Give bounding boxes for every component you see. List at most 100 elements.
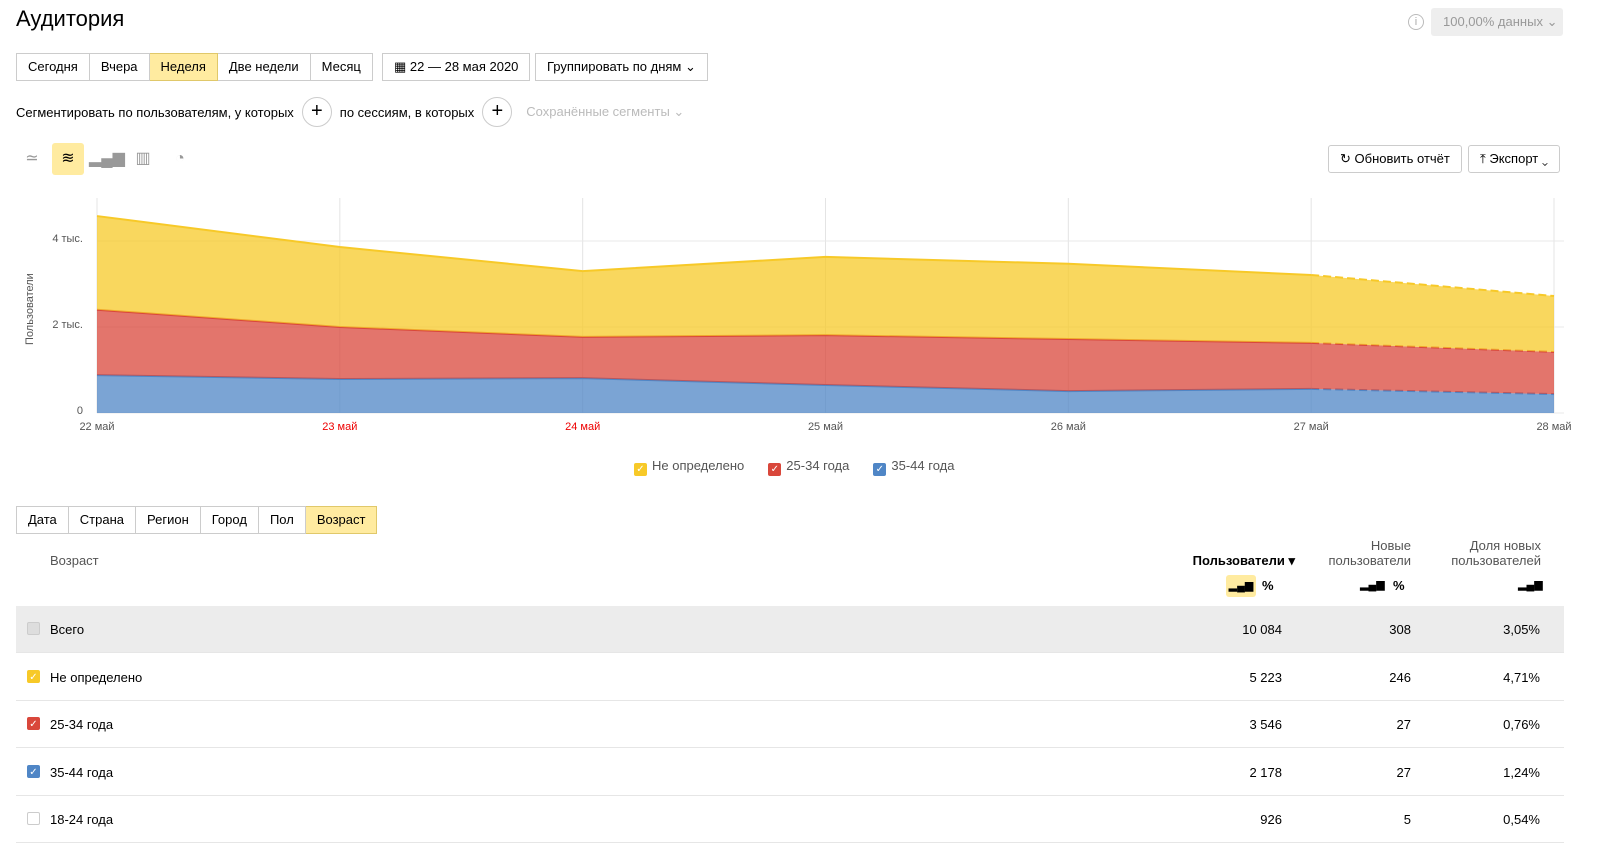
period-button[interactable]: Неделя [149, 53, 218, 81]
pie-chart-icon[interactable]: ◔ [175, 150, 185, 167]
users-value: 5 223 [1249, 669, 1282, 685]
legend-item[interactable]: ✓ 35-44 года [873, 458, 954, 476]
users-value: 10 084 [1242, 622, 1282, 637]
series-line-forecast [1311, 273, 1555, 298]
group-by-label: Группировать по дням [547, 59, 682, 74]
dimension-header: Возраст [50, 553, 99, 568]
new-users-bar-view-icon[interactable]: ▂▄▆ [1360, 579, 1385, 591]
new-users-value: 27 [1396, 764, 1411, 780]
date-range-label: 22 — 28 мая 2020 [409, 59, 519, 74]
dimension-tab[interactable]: Возраст [305, 506, 378, 534]
upload-icon: ⤒ [1480, 151, 1486, 166]
dimension-tab[interactable]: Пол [258, 506, 306, 534]
new-share-header-l2: пользователей [1451, 553, 1541, 568]
row-label: 25-34 года [50, 717, 114, 732]
line-chart-icon[interactable]: ≃ [25, 150, 39, 167]
calendar-icon: ▦ [394, 59, 407, 74]
row-checkbox[interactable] [27, 622, 40, 635]
table-row[interactable]: ✓ 35-44 года 2 178 27 1,24% [16, 749, 1564, 796]
dimension-tab[interactable]: Дата [16, 506, 69, 534]
data-share-label: 100,00% данных [1443, 14, 1543, 29]
new-share-column-header[interactable]: Доля новых пользователей [1420, 538, 1541, 568]
dimension-tab[interactable]: Страна [68, 506, 137, 534]
stacked-bar-icon[interactable]: ▥ [135, 150, 151, 167]
info-icon[interactable]: i [1408, 14, 1424, 30]
users-percent-toggle[interactable]: % [1262, 578, 1274, 593]
add-session-segment-button[interactable]: + [482, 97, 513, 127]
x-tick-label: 25 май [807, 421, 844, 433]
refresh-label: Обновить отчёт [1354, 151, 1450, 166]
table-row[interactable]: 18-24 года 926 5 0,54% [16, 796, 1564, 843]
row-label: Всего [50, 622, 85, 637]
bar-chart-icon[interactable]: ▂▄▆ [89, 150, 125, 167]
area-Не определено [97, 216, 1554, 352]
export-button[interactable]: ⤒ Экспорт ⌄ [1468, 145, 1560, 173]
add-user-segment-button[interactable]: + [301, 97, 332, 127]
saved-segments-select[interactable]: Сохранённые сегменты ⌄ [526, 104, 685, 119]
y-tick-label: 0 [76, 405, 83, 417]
users-value: 2 178 [1249, 764, 1282, 780]
checkbox-icon: ✓ [873, 463, 887, 476]
users-bar-view-icon[interactable]: ▂▄▆ [1226, 575, 1256, 597]
users-value: 926 [1260, 812, 1282, 827]
new-users-value: 246 [1389, 669, 1411, 685]
row-label: 18-24 года [50, 812, 114, 827]
row-checkbox[interactable]: ✓ [27, 764, 40, 778]
dimension-tab[interactable]: Регион [136, 506, 201, 534]
new-users-value: 27 [1396, 717, 1411, 732]
x-tick-label: 27 май [1293, 421, 1329, 433]
segment-users-label: Сегментировать по пользователям, у котор… [16, 104, 294, 120]
new-share-value: 3,05% [1503, 622, 1540, 637]
row-label: Не определено [50, 669, 143, 685]
checkbox-icon: ✓ [634, 463, 647, 476]
new-users-column-header[interactable]: Новые пользователи [1290, 538, 1411, 568]
refresh-report-button[interactable]: ↻ Обновить отчёт [1328, 145, 1462, 173]
row-checkbox[interactable]: ✓ [27, 669, 40, 683]
legend-item[interactable]: ✓ 25-34 года [768, 458, 849, 476]
row-label: 35-44 года [50, 764, 114, 780]
new-users-percent-toggle[interactable]: % [1393, 578, 1405, 593]
dimension-tab[interactable]: Город [200, 506, 259, 534]
saved-segments-label: Сохранённые сегменты [526, 104, 670, 119]
new-share-value: 1,24% [1503, 764, 1540, 780]
period-button[interactable]: Месяц [310, 53, 373, 81]
area-35-44 года [97, 375, 1554, 413]
export-label: Экспорт [1489, 151, 1539, 166]
x-tick-label: 26 май [1050, 421, 1086, 433]
table-row[interactable]: Всего 10 084 308 3,05% [16, 606, 1564, 653]
new-users-value: 5 [1403, 812, 1411, 827]
users-column-header[interactable]: Пользователи ▾ [1192, 553, 1295, 568]
segment-sessions-label: по сессиям, в которых [339, 104, 475, 120]
area-25-34 года [97, 309, 1554, 395]
new-share-bar-view-icon[interactable]: ▂▄▆ [1518, 579, 1543, 591]
row-checkbox[interactable] [27, 812, 40, 825]
new-users-header-l1: Новые [1370, 538, 1411, 553]
new-share-header-l1: Доля новых [1469, 538, 1541, 553]
legend-label: Не определено [652, 458, 745, 473]
table-row[interactable]: ✓ Не определено 5 223 246 4,71% [16, 654, 1564, 701]
y-axis-label: Пользователи [24, 273, 36, 345]
x-tick-label: 22 май [79, 421, 115, 433]
period-button[interactable]: Сегодня [16, 53, 90, 81]
date-range-button[interactable]: ▦ 22 — 28 мая 2020 [382, 53, 531, 81]
period-button[interactable]: Вчера [89, 53, 150, 81]
new-share-value: 0,76% [1503, 717, 1540, 732]
page-title: Аудитория [16, 6, 125, 31]
legend-label: 25-34 года [786, 458, 850, 473]
table-row[interactable]: ✓ 25-34 года 3 546 27 0,76% [16, 701, 1564, 748]
y-tick-label: 2 тыс. [52, 319, 83, 331]
legend-item[interactable]: ✓ Не определено [634, 458, 744, 476]
legend-label: 35-44 года [891, 458, 955, 473]
period-button[interactable]: Две недели [217, 53, 311, 81]
users-header-label: Пользователи [1192, 553, 1285, 568]
x-tick-label: 24 май [565, 421, 601, 433]
new-share-value: 4,71% [1503, 669, 1540, 685]
data-share-select[interactable]: 100,00% данных ⌄ [1431, 8, 1563, 36]
y-tick-label: 4 тыс. [52, 233, 83, 245]
users-value: 3 546 [1249, 717, 1282, 732]
area-chart-icon[interactable]: ≋ [52, 143, 84, 175]
group-by-select[interactable]: Группировать по дням ⌄ [535, 53, 708, 81]
x-tick-label: 23 май [322, 421, 358, 433]
new-share-value: 0,54% [1503, 812, 1540, 827]
row-checkbox[interactable]: ✓ [27, 717, 40, 730]
